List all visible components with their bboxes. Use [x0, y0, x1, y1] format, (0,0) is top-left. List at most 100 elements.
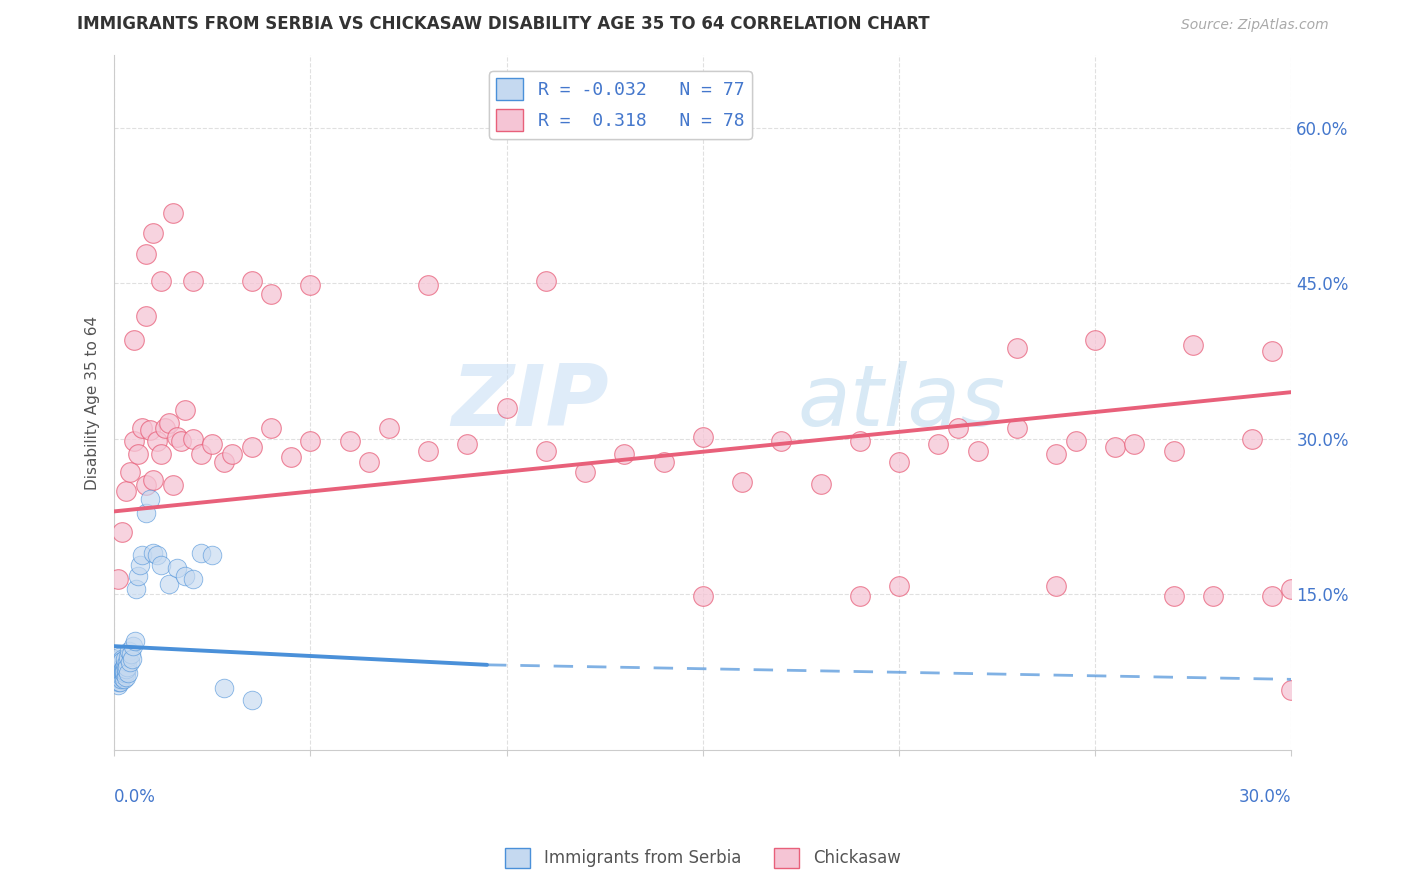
Point — [495, 401, 517, 415]
Point — [142, 546, 165, 560]
Point — [299, 434, 322, 448]
Point — [131, 421, 153, 435]
Point — [121, 651, 143, 665]
Point — [115, 655, 138, 669]
Point — [108, 670, 131, 684]
Point — [111, 662, 134, 676]
Point — [135, 507, 157, 521]
Point — [118, 644, 141, 658]
Point — [110, 660, 132, 674]
Point — [966, 444, 988, 458]
Point — [927, 437, 949, 451]
Point — [118, 655, 141, 669]
Point — [1202, 590, 1225, 604]
Point — [190, 447, 212, 461]
Y-axis label: Disability Age 35 to 64: Disability Age 35 to 64 — [86, 316, 100, 490]
Point — [108, 655, 131, 669]
Point — [110, 662, 132, 676]
Point — [1182, 338, 1205, 352]
Point — [111, 651, 134, 665]
Point — [810, 477, 832, 491]
Point — [190, 546, 212, 560]
Point — [574, 465, 596, 479]
Point — [124, 634, 146, 648]
Point — [107, 677, 129, 691]
Point — [135, 247, 157, 261]
Point — [107, 662, 129, 676]
Point — [173, 402, 195, 417]
Point — [299, 278, 322, 293]
Point — [105, 657, 128, 672]
Text: ZIP: ZIP — [451, 361, 609, 444]
Point — [114, 651, 136, 665]
Point — [150, 447, 173, 461]
Point — [107, 673, 129, 687]
Point — [111, 660, 134, 674]
Point — [117, 666, 139, 681]
Point — [112, 665, 135, 679]
Point — [1005, 421, 1028, 435]
Point — [110, 675, 132, 690]
Point — [339, 434, 361, 448]
Point — [112, 673, 135, 687]
Point — [1261, 590, 1284, 604]
Point — [105, 662, 128, 676]
Point — [107, 572, 129, 586]
Point — [108, 668, 131, 682]
Text: 0.0%: 0.0% — [114, 788, 156, 806]
Point — [105, 668, 128, 682]
Point — [146, 434, 169, 448]
Point — [146, 548, 169, 562]
Point — [157, 577, 180, 591]
Point — [1163, 590, 1185, 604]
Point — [378, 421, 401, 435]
Point — [1045, 579, 1067, 593]
Point — [122, 333, 145, 347]
Point — [692, 590, 714, 604]
Point — [162, 206, 184, 220]
Point — [359, 454, 381, 468]
Point — [887, 454, 910, 468]
Point — [135, 310, 157, 324]
Point — [108, 663, 131, 677]
Point — [280, 450, 302, 465]
Point — [221, 447, 243, 461]
Point — [105, 670, 128, 684]
Point — [1084, 333, 1107, 347]
Point — [105, 675, 128, 690]
Text: Source: ZipAtlas.com: Source: ZipAtlas.com — [1181, 18, 1329, 31]
Text: IMMIGRANTS FROM SERBIA VS CHICKASAW DISABILITY AGE 35 TO 64 CORRELATION CHART: IMMIGRANTS FROM SERBIA VS CHICKASAW DISA… — [77, 14, 929, 32]
Point — [128, 558, 150, 573]
Point — [110, 667, 132, 681]
Point — [110, 665, 132, 679]
Point — [138, 491, 160, 506]
Point — [115, 483, 138, 498]
Point — [105, 666, 128, 681]
Point — [107, 657, 129, 672]
Point — [201, 548, 224, 562]
Point — [122, 434, 145, 448]
Point — [770, 434, 793, 448]
Point — [107, 666, 129, 681]
Point — [212, 454, 235, 468]
Text: atlas: atlas — [797, 361, 1005, 444]
Point — [613, 447, 636, 461]
Point — [117, 649, 139, 664]
Point — [418, 278, 440, 293]
Point — [1123, 437, 1146, 451]
Point — [260, 286, 283, 301]
Point — [125, 582, 148, 596]
Point — [112, 666, 135, 681]
Point — [849, 434, 872, 448]
Legend: R = -0.032   N = 77, R =  0.318   N = 78: R = -0.032 N = 77, R = 0.318 N = 78 — [489, 71, 752, 138]
Point — [142, 227, 165, 241]
Point — [108, 665, 131, 679]
Point — [692, 430, 714, 444]
Point — [1241, 432, 1264, 446]
Point — [108, 660, 131, 674]
Point — [108, 675, 131, 690]
Point — [107, 651, 129, 665]
Legend: Immigrants from Serbia, Chickasaw: Immigrants from Serbia, Chickasaw — [499, 841, 907, 875]
Point — [1104, 440, 1126, 454]
Point — [1005, 341, 1028, 355]
